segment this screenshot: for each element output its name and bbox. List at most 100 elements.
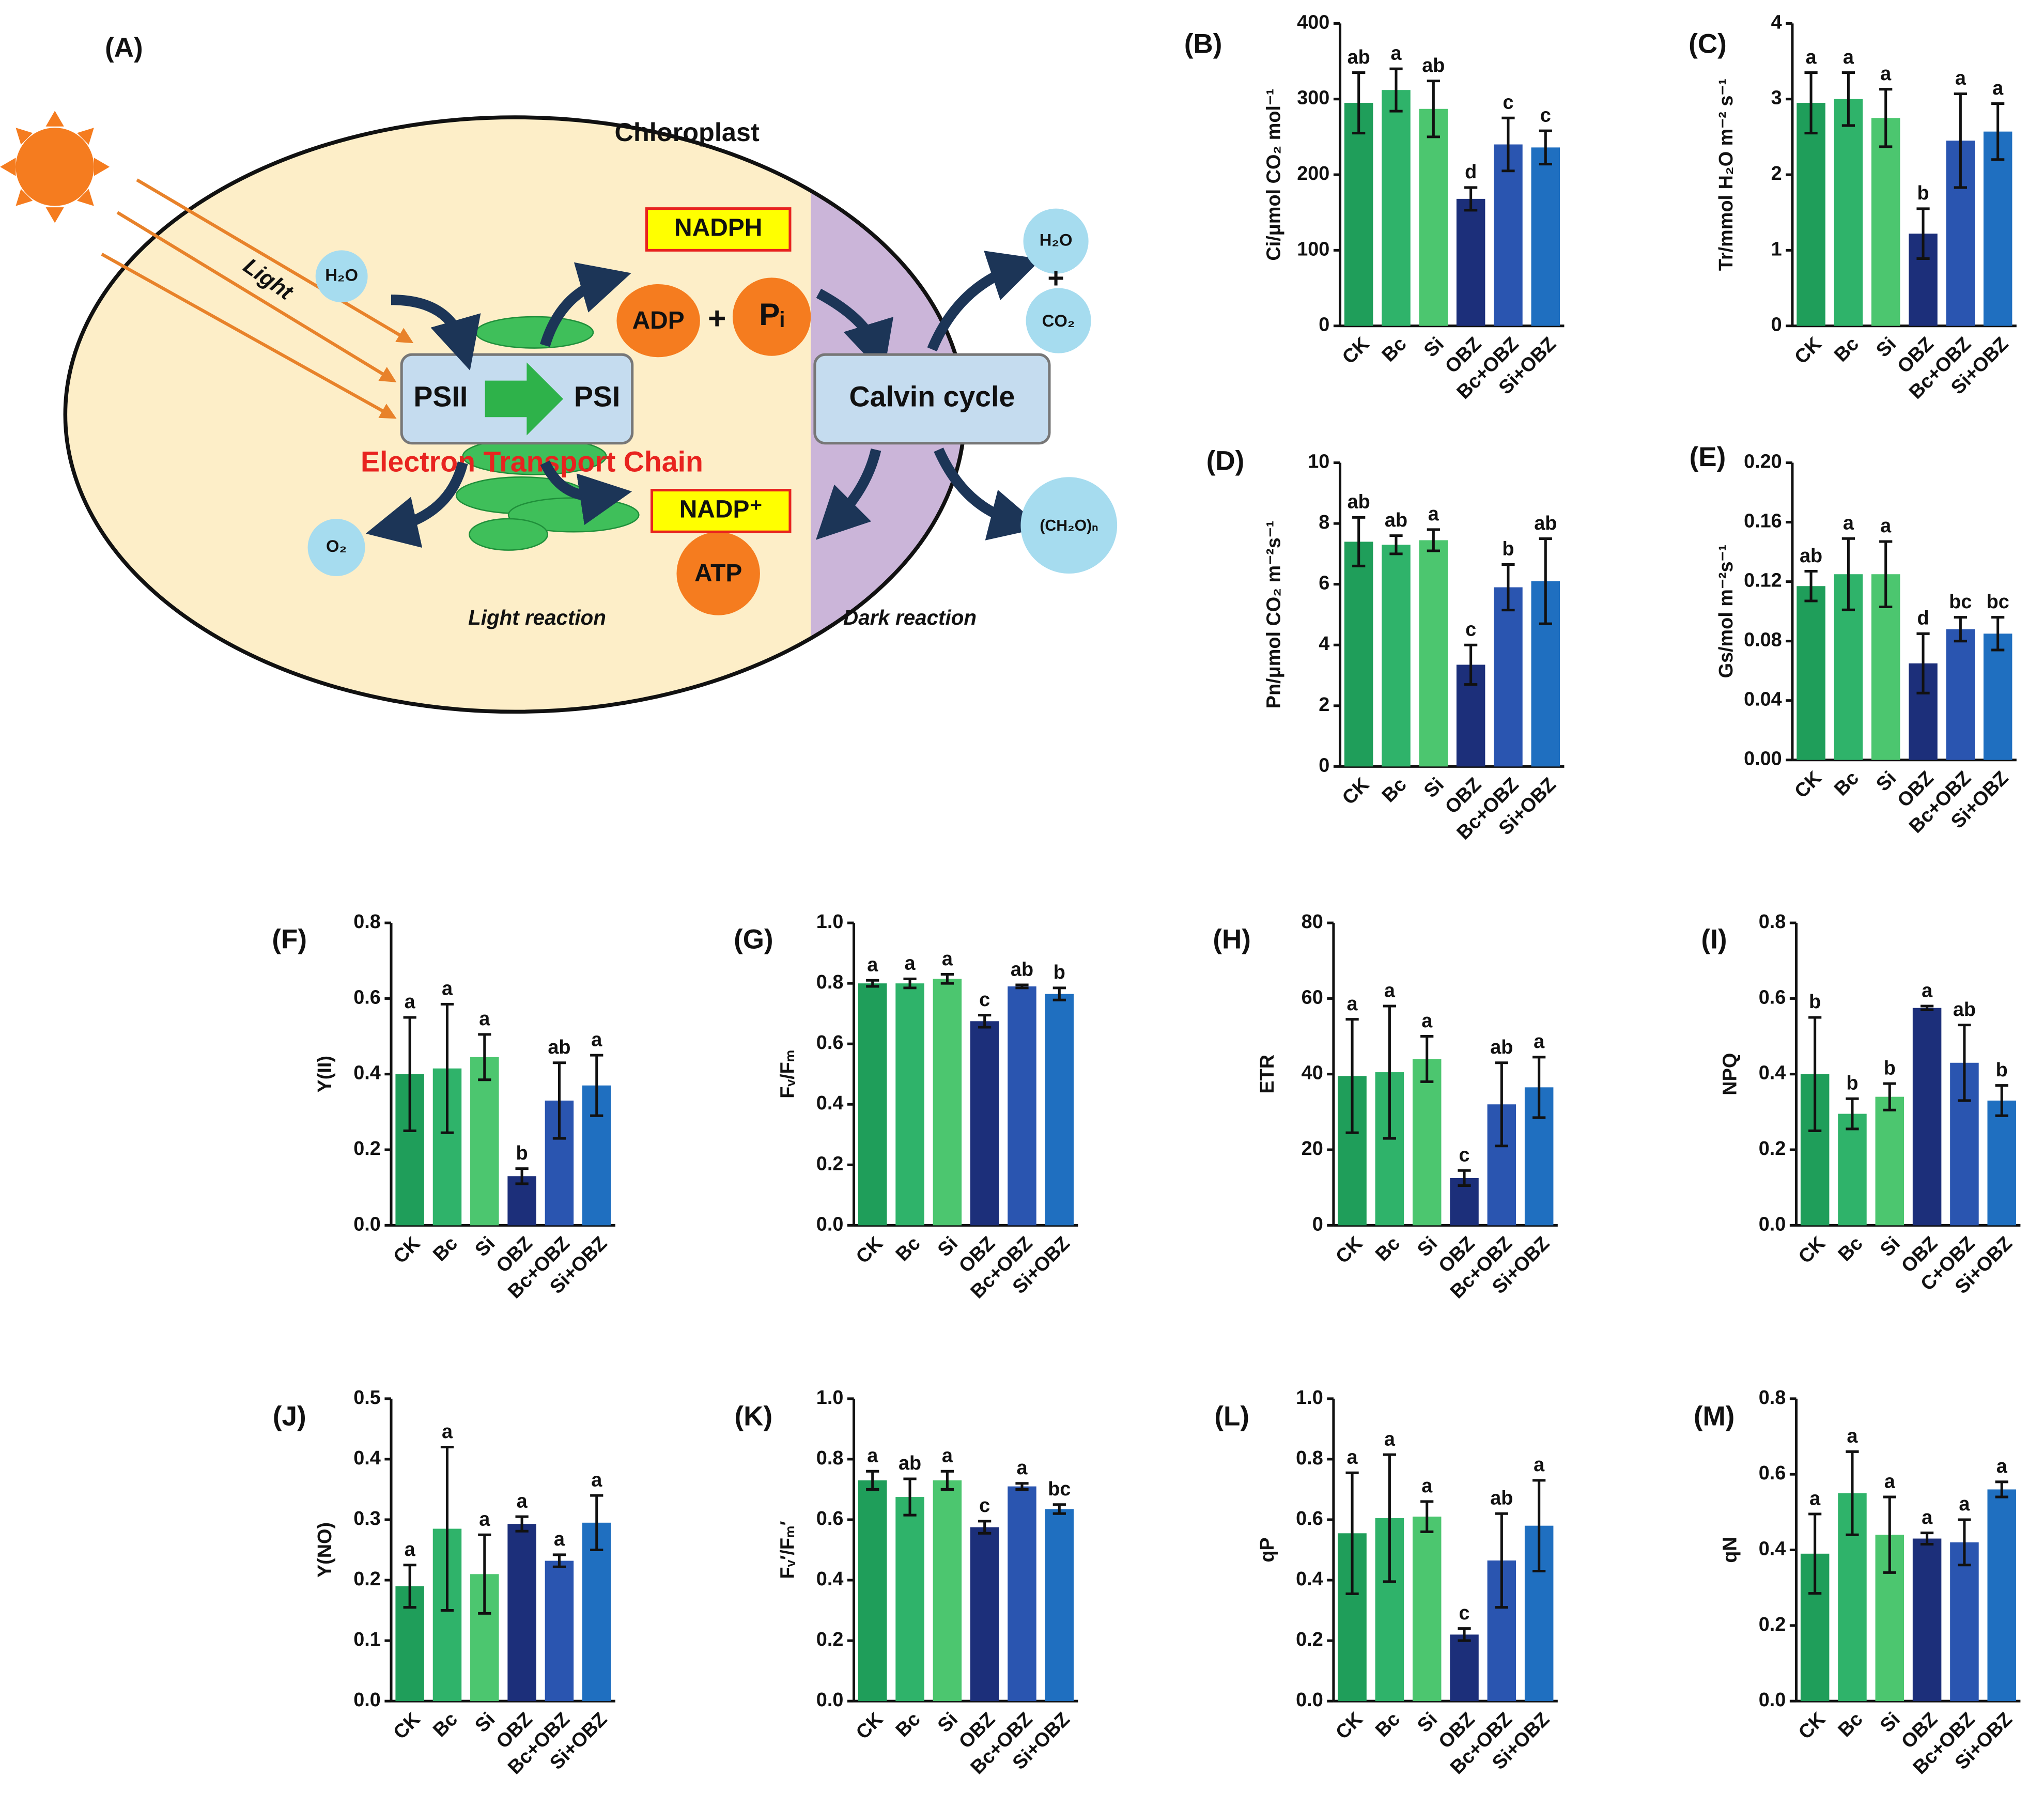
bar bbox=[1987, 1489, 2016, 1702]
flow-arrows bbox=[365, 251, 1042, 548]
y-tick-label: 0.6 bbox=[353, 986, 381, 1008]
x-tick-label: Bc bbox=[1371, 1232, 1404, 1265]
significance-letter: a bbox=[405, 991, 416, 1013]
y-tick-label: 0 bbox=[1312, 1213, 1323, 1235]
etc-label: Electron Transport Chain bbox=[361, 446, 703, 478]
bar bbox=[1419, 540, 1448, 767]
error-bar bbox=[1916, 632, 1930, 694]
error-bar bbox=[866, 1470, 879, 1491]
significance-letter: c bbox=[979, 1495, 990, 1517]
error-bar bbox=[1389, 67, 1403, 113]
significance-letter: a bbox=[1922, 980, 1933, 1001]
error-bar bbox=[866, 979, 879, 988]
error-bar bbox=[1052, 1503, 1066, 1515]
significance-letter: a bbox=[942, 1445, 953, 1467]
y-tick-label: 0.4 bbox=[1759, 1062, 1786, 1084]
error-bar bbox=[1879, 88, 1893, 148]
bar bbox=[1412, 1059, 1442, 1226]
bar bbox=[1838, 1114, 1867, 1226]
error-bar bbox=[940, 1470, 954, 1491]
y-axis-label: Ci/μmol CO₂ mol⁻¹ bbox=[1263, 88, 1284, 260]
x-tick-label: Si bbox=[1876, 1232, 1904, 1261]
error-bar bbox=[1804, 569, 1818, 602]
error-bar bbox=[515, 1515, 529, 1533]
y-tick-label: 0.6 bbox=[816, 1032, 844, 1054]
significance-letter: ab bbox=[899, 1452, 921, 1474]
y-tick-label: 1 bbox=[1771, 238, 1782, 260]
error-bar bbox=[1995, 1480, 2008, 1498]
y-tick-label: 80 bbox=[1302, 911, 1323, 933]
y-tick-label: 0.3 bbox=[353, 1508, 381, 1529]
x-tick-label: CK bbox=[1794, 1708, 1830, 1743]
significance-letter: a bbox=[1016, 1457, 1028, 1479]
error-bar bbox=[1883, 1082, 1896, 1111]
x-tick-label: Si bbox=[471, 1708, 499, 1737]
y-axis-label: Tr/mmol H₂O m⁻² s⁻¹ bbox=[1715, 79, 1737, 271]
significance-letter: d bbox=[1917, 608, 1929, 629]
significance-letter: a bbox=[1809, 1488, 1821, 1509]
significance-letter: b bbox=[1917, 182, 1929, 204]
x-tick-label: CK bbox=[1790, 767, 1825, 802]
panel-label: (A) bbox=[105, 33, 143, 63]
error-bar bbox=[1954, 616, 1967, 643]
significance-letter: a bbox=[1884, 1471, 1896, 1492]
plus: + bbox=[1047, 262, 1064, 294]
significance-letter: c bbox=[979, 989, 990, 1011]
bar bbox=[1382, 545, 1411, 767]
bar bbox=[1344, 542, 1373, 767]
significance-letter: b bbox=[1846, 1073, 1858, 1094]
significance-letter: b bbox=[1054, 962, 1065, 983]
y-tick-label: 2 bbox=[1319, 694, 1329, 716]
y-tick-label: 0.6 bbox=[1296, 1508, 1323, 1529]
bar bbox=[1797, 586, 1825, 760]
y-axis-label: NPQ bbox=[1719, 1053, 1741, 1095]
significance-letter: a bbox=[867, 954, 878, 976]
error-bar bbox=[1841, 537, 1855, 611]
error-bar bbox=[1846, 1097, 1859, 1131]
bar bbox=[1456, 198, 1485, 326]
y-tick-label: 0.8 bbox=[816, 1447, 844, 1469]
significance-letter: ab bbox=[1490, 1037, 1513, 1058]
y-tick-label: 0 bbox=[1319, 754, 1329, 776]
panel-label: (I) bbox=[1701, 924, 1727, 954]
y-tick-label: 0.2 bbox=[1759, 1138, 1786, 1160]
error-bar bbox=[552, 1061, 566, 1140]
error-bar bbox=[590, 1494, 603, 1552]
bar bbox=[858, 983, 887, 1226]
bar bbox=[1382, 90, 1411, 326]
error-bar bbox=[1458, 1169, 1471, 1187]
significance-letter: ab bbox=[548, 1037, 570, 1058]
y-tick-label: 0.04 bbox=[1744, 689, 1782, 710]
y-tick-label: 0.8 bbox=[353, 911, 381, 933]
plus: + bbox=[708, 301, 726, 336]
error-bar bbox=[1958, 1024, 1971, 1102]
x-tick-label: Si bbox=[1413, 1708, 1442, 1737]
error-bar bbox=[1345, 1018, 1359, 1134]
significance-letter: ab bbox=[1800, 545, 1822, 567]
nadp: NADP⁺ bbox=[679, 496, 763, 523]
y-tick-label: 1.0 bbox=[816, 911, 844, 933]
error-bar bbox=[1420, 1035, 1434, 1083]
significance-letter: a bbox=[1806, 47, 1817, 68]
error-bar bbox=[1015, 983, 1029, 990]
x-tick-label: CK bbox=[389, 1708, 424, 1743]
error-bar bbox=[903, 977, 917, 990]
x-tick-label: Si bbox=[934, 1708, 962, 1737]
bar bbox=[507, 1524, 536, 1702]
y-tick-label: 0.6 bbox=[1759, 986, 1786, 1008]
panel-label: (M) bbox=[1694, 1401, 1735, 1432]
panel-label: (C) bbox=[1689, 28, 1727, 59]
significance-letter: bc bbox=[1987, 591, 2009, 613]
x-tick-label: CK bbox=[1331, 1232, 1367, 1268]
y-tick-label: 0.2 bbox=[816, 1153, 844, 1175]
error-bar bbox=[478, 1533, 491, 1615]
significance-letter: a bbox=[1959, 1493, 1970, 1515]
error-bar bbox=[1920, 1005, 1934, 1011]
significance-letter: a bbox=[867, 1445, 878, 1467]
diagram: (A) Light PSII PSI Electron Transport Ch… bbox=[0, 33, 1118, 714]
bar bbox=[470, 1057, 499, 1226]
error-bar bbox=[1954, 92, 1967, 189]
y-tick-label: 0.4 bbox=[816, 1568, 844, 1590]
y-tick-label: 0.0 bbox=[1296, 1689, 1323, 1711]
